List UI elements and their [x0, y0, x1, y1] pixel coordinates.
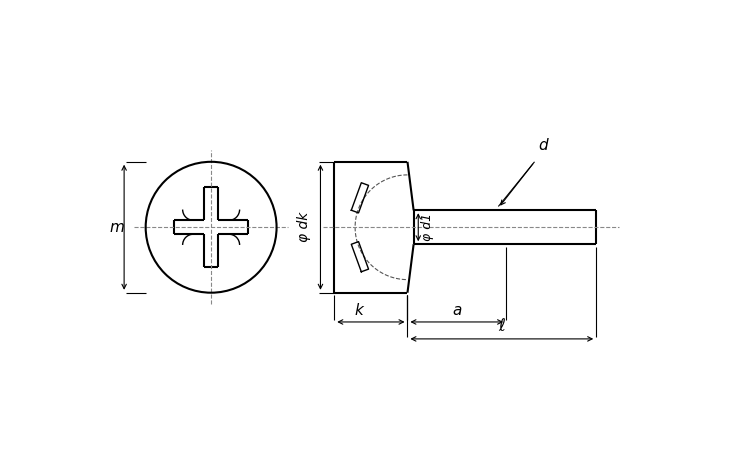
Text: k: k — [355, 303, 364, 318]
Text: φ d1: φ d1 — [422, 213, 434, 241]
Text: ℓ: ℓ — [498, 317, 506, 335]
Text: m: m — [109, 220, 124, 235]
Text: a: a — [452, 303, 461, 318]
Text: φ dk: φ dk — [297, 212, 311, 243]
Text: d: d — [538, 138, 548, 153]
